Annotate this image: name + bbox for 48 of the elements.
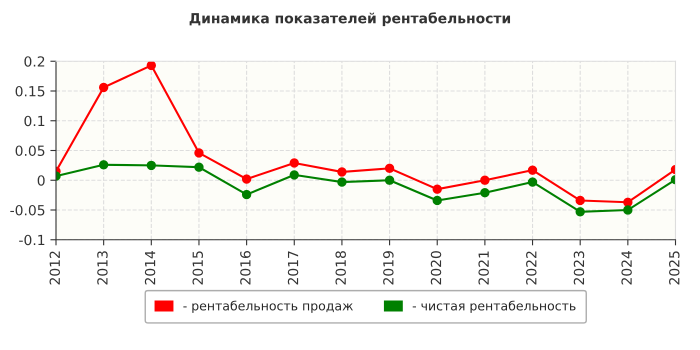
x-tick-label: 2020 (430, 251, 442, 284)
point (528, 165, 538, 175)
x-tick-label: 2022 (526, 252, 537, 284)
y-tick-label: 0.15 (16, 86, 44, 96)
point (194, 162, 204, 172)
x-tick-label: 2019 (383, 251, 394, 284)
x-tick-label: 2025 (669, 251, 680, 284)
point (480, 188, 490, 198)
x-tick-label: 2024 (621, 250, 632, 284)
point (290, 170, 299, 180)
point (432, 196, 442, 206)
point (146, 61, 156, 70)
x-tick-label: 2021 (478, 251, 489, 284)
x-tick-label: 2015 (192, 251, 203, 284)
point (98, 82, 108, 92)
y-tick-label: 0.2 (24, 56, 44, 67)
point (528, 177, 538, 187)
chart-title: Динамика показателей рентабельности (190, 12, 510, 26)
point (337, 177, 347, 187)
x-tick-label: 2016 (240, 251, 251, 284)
legend-label: - рентабельность продаж (183, 300, 353, 313)
y-tick-label: 0.1 (24, 116, 44, 126)
legend-label: - чистая рентабельность (412, 300, 576, 313)
x-tick-label: 2018 (335, 251, 346, 284)
point (290, 158, 299, 168)
point (242, 174, 252, 184)
point (480, 176, 490, 185)
x-tick-label: 2017 (288, 251, 298, 284)
x-tick-label: 2014 (144, 250, 156, 284)
point (623, 205, 633, 215)
point (242, 190, 252, 200)
point (194, 148, 204, 158)
point (98, 160, 108, 170)
point (576, 207, 585, 216)
point (576, 196, 585, 206)
point (623, 198, 633, 207)
x-tick-label: 2023 (574, 251, 584, 284)
point (432, 184, 442, 194)
point (384, 176, 394, 185)
point (146, 160, 156, 170)
y-tick-label: 0 (38, 175, 45, 186)
x-tick-label: 2012 (50, 252, 60, 284)
point (384, 164, 394, 174)
point (337, 167, 347, 177)
y-tick-label: -0.05 (10, 204, 44, 216)
x-tick-label: 2013 (97, 251, 108, 284)
y-tick-label: 0.05 (16, 145, 44, 156)
y-tick-label: -0.1 (19, 234, 44, 246)
